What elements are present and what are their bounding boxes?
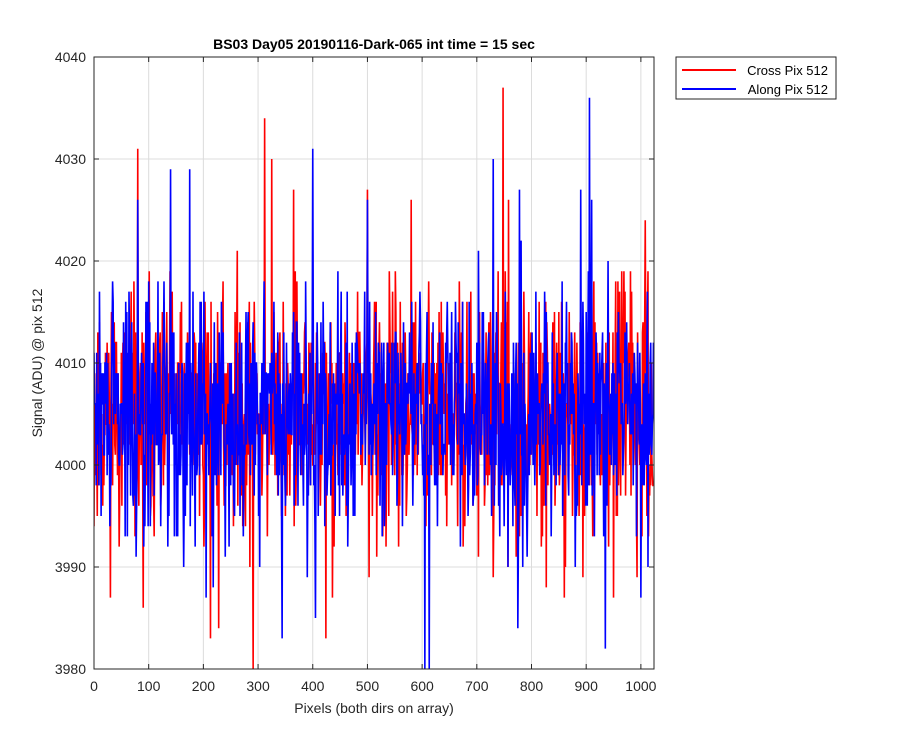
x-tick-label: 600 (410, 678, 434, 694)
y-tick-label: 4000 (55, 457, 86, 473)
ticks (93, 56, 654, 670)
legend-label-along: Along Pix 512 (748, 82, 828, 97)
x-tick-label: 700 (465, 678, 489, 694)
legend-label-cross: Cross Pix 512 (747, 63, 828, 78)
x-tick-label: 800 (520, 678, 544, 694)
y-tick-label: 4020 (55, 253, 86, 269)
y-tick-label: 3990 (55, 559, 86, 575)
x-axis-label: Pixels (both dirs on array) (294, 700, 454, 716)
series-layer (94, 87, 654, 669)
y-tick-label: 3980 (55, 661, 86, 677)
y-tick-label: 4040 (55, 49, 86, 65)
x-tick-label: 400 (301, 678, 325, 694)
y-tick-label: 4010 (55, 355, 86, 371)
x-tick-label: 500 (356, 678, 380, 694)
y-axis-label: Signal (ADU) @ pix 512 (29, 288, 45, 437)
x-tick-label: 100 (137, 678, 161, 694)
chart-title: BS03 Day05 20190116-Dark-065 int time = … (213, 36, 535, 52)
x-tick-label: 300 (246, 678, 270, 694)
series-line-1 (94, 97, 654, 669)
tick-labels: 0 100 200 300 400 500 600 700 800 900 1000 3980 3990… (55, 49, 657, 694)
x-tick-label: 900 (575, 678, 599, 694)
legend-box (675, 56, 837, 100)
x-tick-label: 0 (90, 678, 98, 694)
y-tick-label: 4030 (55, 151, 86, 167)
x-tick-label: 1000 (625, 678, 656, 694)
x-tick-label: 200 (192, 678, 216, 694)
legend: Cross Pix 512 Along Pix 512 (675, 56, 837, 100)
